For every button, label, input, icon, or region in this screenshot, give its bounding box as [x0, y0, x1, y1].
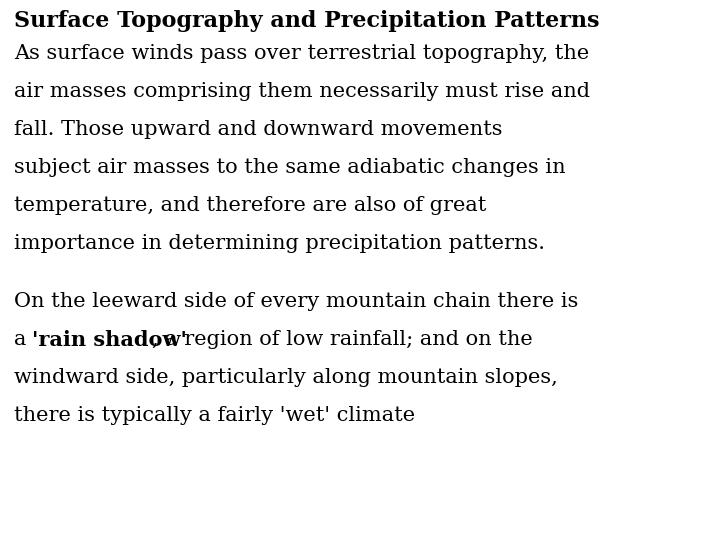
Text: subject air masses to the same adiabatic changes in: subject air masses to the same adiabatic… — [14, 158, 566, 177]
Text: importance in determining precipitation patterns.: importance in determining precipitation … — [14, 234, 545, 253]
Text: Surface Topography and Precipitation Patterns: Surface Topography and Precipitation Pat… — [14, 10, 600, 32]
Text: As surface winds pass over terrestrial topography, the: As surface winds pass over terrestrial t… — [14, 44, 589, 63]
Text: 'rain shadow': 'rain shadow' — [32, 330, 186, 350]
Text: fall. Those upward and downward movements: fall. Those upward and downward movement… — [14, 120, 503, 139]
Text: a: a — [14, 330, 33, 349]
Text: temperature, and therefore are also of great: temperature, and therefore are also of g… — [14, 196, 487, 215]
Text: air masses comprising them necessarily must rise and: air masses comprising them necessarily m… — [14, 82, 590, 101]
Text: On the leeward side of every mountain chain there is: On the leeward side of every mountain ch… — [14, 292, 578, 311]
Text: there is typically a fairly 'wet' climate: there is typically a fairly 'wet' climat… — [14, 406, 415, 425]
Text: windward side, particularly along mountain slopes,: windward side, particularly along mounta… — [14, 368, 558, 387]
Text: , a region of low rainfall; and on the: , a region of low rainfall; and on the — [152, 330, 533, 349]
